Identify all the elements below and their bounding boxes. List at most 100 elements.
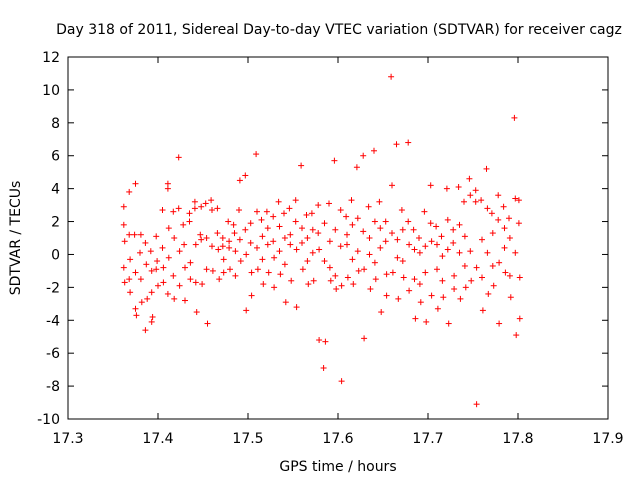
data-point bbox=[338, 282, 345, 289]
data-point bbox=[444, 216, 451, 223]
data-point bbox=[209, 243, 215, 250]
data-point bbox=[483, 165, 490, 172]
data-point bbox=[366, 235, 373, 241]
data-point bbox=[299, 239, 305, 246]
data-point bbox=[399, 226, 406, 233]
data-point bbox=[322, 338, 329, 345]
data-point bbox=[242, 226, 249, 233]
data-point bbox=[248, 292, 255, 299]
data-point bbox=[220, 269, 227, 276]
data-point bbox=[187, 276, 194, 283]
data-point bbox=[511, 114, 518, 121]
data-point bbox=[236, 236, 243, 243]
data-point bbox=[186, 210, 193, 217]
data-point bbox=[199, 281, 206, 288]
data-point bbox=[434, 266, 440, 273]
x-tick-label: 17.7 bbox=[412, 431, 443, 447]
data-point bbox=[332, 272, 339, 279]
data-point bbox=[389, 182, 395, 189]
data-point bbox=[326, 264, 333, 271]
data-point bbox=[170, 208, 177, 215]
data-point bbox=[394, 254, 401, 261]
data-point bbox=[412, 315, 419, 322]
data-point bbox=[516, 315, 523, 322]
data-point bbox=[147, 248, 154, 255]
data-point bbox=[439, 277, 446, 284]
data-point bbox=[309, 249, 316, 256]
data-point bbox=[303, 211, 310, 218]
data-point bbox=[382, 238, 389, 245]
y-tick-label: 4 bbox=[51, 182, 60, 198]
data-point bbox=[170, 272, 177, 279]
y-tick-label: -6 bbox=[46, 346, 60, 362]
data-point bbox=[286, 205, 293, 212]
data-point bbox=[227, 266, 233, 273]
data-point bbox=[137, 249, 143, 256]
data-point bbox=[348, 197, 355, 204]
data-point bbox=[216, 276, 223, 283]
data-point bbox=[354, 248, 361, 255]
data-point bbox=[137, 276, 144, 283]
data-point bbox=[434, 305, 441, 312]
data-point bbox=[440, 294, 447, 301]
data-point bbox=[445, 320, 452, 327]
x-tick-label: 17.4 bbox=[142, 431, 173, 447]
data-point bbox=[219, 243, 226, 250]
data-point bbox=[242, 172, 249, 179]
data-point bbox=[484, 205, 491, 212]
data-point bbox=[132, 180, 139, 187]
data-point bbox=[406, 241, 413, 248]
data-point bbox=[331, 157, 338, 164]
data-point bbox=[427, 182, 434, 189]
data-point bbox=[502, 269, 509, 276]
data-point bbox=[353, 164, 360, 171]
data-point bbox=[231, 230, 238, 237]
data-point bbox=[165, 225, 172, 232]
data-point bbox=[428, 238, 435, 245]
data-point bbox=[472, 187, 479, 194]
data-point bbox=[371, 259, 378, 266]
data-point bbox=[422, 243, 429, 250]
data-point bbox=[132, 269, 139, 276]
data-point bbox=[393, 141, 400, 148]
data-point bbox=[159, 207, 166, 214]
data-point bbox=[127, 289, 134, 296]
data-point bbox=[376, 198, 383, 205]
data-point bbox=[416, 249, 423, 256]
data-point bbox=[191, 198, 198, 205]
data-point bbox=[271, 254, 278, 261]
data-point bbox=[383, 292, 390, 299]
data-point bbox=[192, 241, 199, 248]
data-point bbox=[344, 241, 350, 248]
y-tick-label: -8 bbox=[46, 379, 60, 395]
data-point bbox=[192, 279, 199, 286]
data-point bbox=[496, 259, 503, 266]
y-tick-label: -10 bbox=[37, 412, 60, 428]
data-point bbox=[360, 152, 367, 159]
data-point bbox=[126, 276, 133, 283]
data-point bbox=[466, 175, 473, 182]
chart-title: Day 318 of 2011, Sidereal Day-to-day VTE… bbox=[56, 22, 622, 38]
data-point bbox=[450, 226, 457, 233]
data-point bbox=[457, 295, 464, 302]
data-point bbox=[264, 241, 271, 248]
data-point bbox=[270, 238, 277, 245]
data-point bbox=[395, 295, 402, 302]
data-point bbox=[225, 218, 232, 225]
data-point bbox=[489, 262, 496, 269]
data-point bbox=[214, 230, 221, 237]
data-point bbox=[171, 235, 178, 241]
data-point bbox=[327, 277, 334, 284]
data-point bbox=[406, 287, 413, 294]
data-point bbox=[254, 244, 260, 251]
data-point bbox=[488, 210, 495, 217]
data-point bbox=[282, 299, 289, 306]
data-point bbox=[182, 297, 188, 304]
data-point bbox=[472, 198, 479, 205]
plot-frame bbox=[67, 56, 609, 420]
data-point bbox=[372, 276, 379, 283]
data-point bbox=[354, 215, 361, 222]
data-point bbox=[193, 309, 200, 316]
data-point bbox=[287, 231, 294, 238]
data-point bbox=[428, 292, 435, 299]
